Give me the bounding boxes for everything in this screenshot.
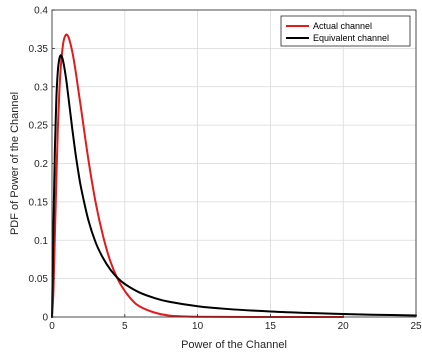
y-tick-label: 0.1 — [34, 236, 48, 247]
x-tick-label: 25 — [410, 321, 422, 332]
legend-box — [280, 15, 411, 47]
y-tick-label: 0.4 — [34, 6, 48, 17]
tick-layer: 0 5 10 15 20 25 0 0.05 0.1 0.15 0.2 0.25 0.3 0.35 0.4 — [29, 6, 422, 333]
y-tick-label: 0.3 — [34, 82, 48, 93]
series-line-actual-channel — [51, 33, 345, 319]
x-axis-title: Power of the Channel — [181, 339, 287, 351]
legend-label: Actual channel — [313, 21, 372, 31]
legend: Actual channel Equivalent channel — [280, 15, 411, 47]
x-tick-label: 15 — [265, 321, 277, 332]
x-tick-label: 10 — [192, 321, 204, 332]
y-tick-label: 0.05 — [29, 274, 49, 285]
y-tick-label: 0 — [42, 313, 48, 324]
x-tick-label: 0 — [49, 321, 55, 332]
y-tick-label: 0.25 — [29, 121, 49, 132]
y-tick-label: 0.15 — [29, 197, 49, 208]
series-layer — [51, 33, 417, 319]
series-line-equivalent-channel — [51, 54, 417, 318]
y-axis-title: PDF of Power of the Channel — [9, 92, 21, 235]
x-tick-label: 5 — [122, 321, 128, 332]
legend-label: Equivalent channel — [313, 33, 389, 43]
x-tick-label: 20 — [338, 321, 350, 332]
y-tick-label: 0.35 — [29, 44, 49, 55]
y-tick-label: 0.2 — [34, 159, 48, 170]
